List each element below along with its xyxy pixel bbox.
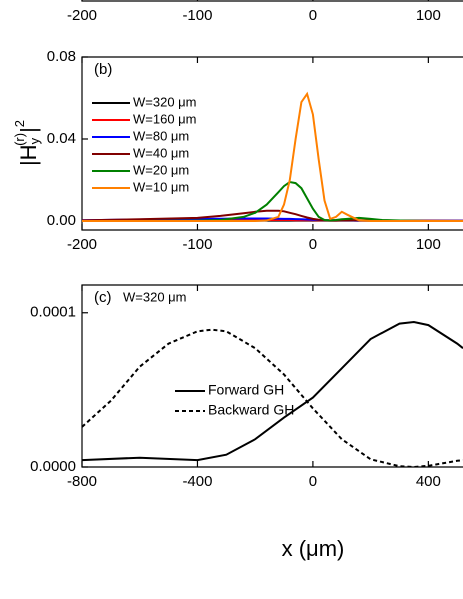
legend-label: Forward GH	[208, 382, 284, 398]
series-line	[82, 91, 463, 222]
y-tick-label: 0.08	[47, 48, 76, 65]
legend-label: W=20 μm	[133, 162, 189, 177]
x-tick-label: 0	[309, 236, 317, 253]
panel-label: (b)	[94, 61, 112, 78]
y-axis-label: |Hy(r)|2	[12, 120, 42, 166]
legend-label: W=10 μm	[133, 179, 189, 194]
x-tick-label: -100	[182, 236, 212, 253]
x-tick-label: -400	[182, 473, 212, 490]
y-tick-label: 0.04	[47, 130, 76, 147]
y-tick-label: 0.00	[47, 212, 76, 229]
x-tick-label: 400	[416, 473, 441, 490]
series-line	[82, 328, 463, 467]
x-tick-label: -200	[67, 7, 97, 24]
legend-label: W=320 μm	[133, 94, 196, 109]
x-axis-label: x (μm)	[282, 536, 345, 561]
legend-label: W=40 μm	[133, 145, 189, 160]
x-tick-label: -200	[67, 236, 97, 253]
x-tick-label: 100	[416, 7, 441, 24]
x-tick-label: -100	[182, 7, 212, 24]
axis-frame	[81, 0, 463, 2]
x-tick-label: -800	[67, 473, 97, 490]
legend-label: Backward GH	[208, 402, 294, 418]
y-axis-label-part: 2	[12, 120, 27, 127]
legend-label: W=80 μm	[133, 128, 189, 143]
y-tick-label: 0.0001	[30, 304, 76, 321]
y-axis-label-part: (r)	[12, 133, 27, 146]
y-axis-label-part: |	[16, 127, 41, 133]
axis-frame	[81, 56, 463, 231]
panel-label: (c)	[94, 289, 112, 306]
legend-label: W=160 μm	[133, 111, 196, 126]
axis-frame	[81, 284, 463, 468]
x-tick-label: 0	[309, 473, 317, 490]
x-tick-label: 100	[416, 236, 441, 253]
annotation: W=320 μm	[123, 289, 186, 304]
x-tick-label: 0	[309, 7, 317, 24]
y-axis-label-part: |H	[16, 144, 41, 166]
y-tick-label: 0.0000	[30, 458, 76, 475]
y-axis-label-part: y	[27, 137, 42, 144]
series-line	[82, 180, 463, 222]
series-line	[82, 320, 463, 462]
